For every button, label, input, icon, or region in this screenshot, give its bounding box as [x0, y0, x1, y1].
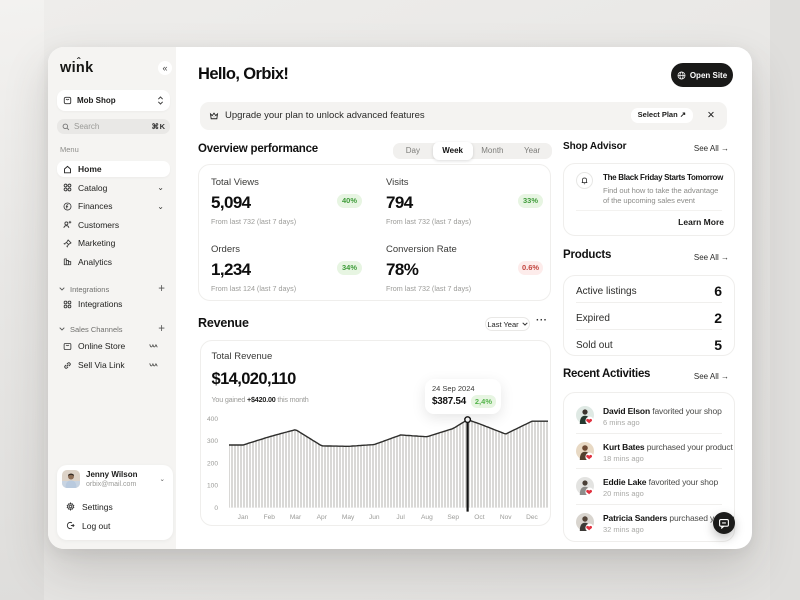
svg-text:400: 400: [207, 416, 218, 423]
svg-text:❤: ❤: [586, 488, 593, 497]
svg-text:0: 0: [214, 505, 218, 512]
svg-text:May: May: [342, 514, 355, 521]
svg-text:Feb: Feb: [264, 514, 276, 521]
svg-text:Mar: Mar: [290, 514, 302, 521]
svg-text:❤: ❤: [586, 452, 593, 461]
svg-text:Sep: Sep: [447, 514, 459, 521]
svg-text:100: 100: [207, 483, 218, 490]
svg-text:300: 300: [207, 438, 218, 445]
svg-text:200: 200: [207, 460, 218, 467]
svg-text:❤: ❤: [586, 417, 593, 426]
svg-text:Oct: Oct: [474, 514, 484, 521]
svg-text:Jul: Jul: [396, 514, 405, 521]
svg-text:Jun: Jun: [369, 514, 380, 521]
svg-text:❤: ❤: [586, 524, 593, 533]
svg-text:Dec: Dec: [526, 514, 538, 521]
svg-text:Jan: Jan: [238, 514, 249, 521]
svg-text:Nov: Nov: [500, 514, 512, 521]
svg-text:Aug: Aug: [421, 514, 433, 521]
svg-text:Apr: Apr: [317, 514, 328, 521]
